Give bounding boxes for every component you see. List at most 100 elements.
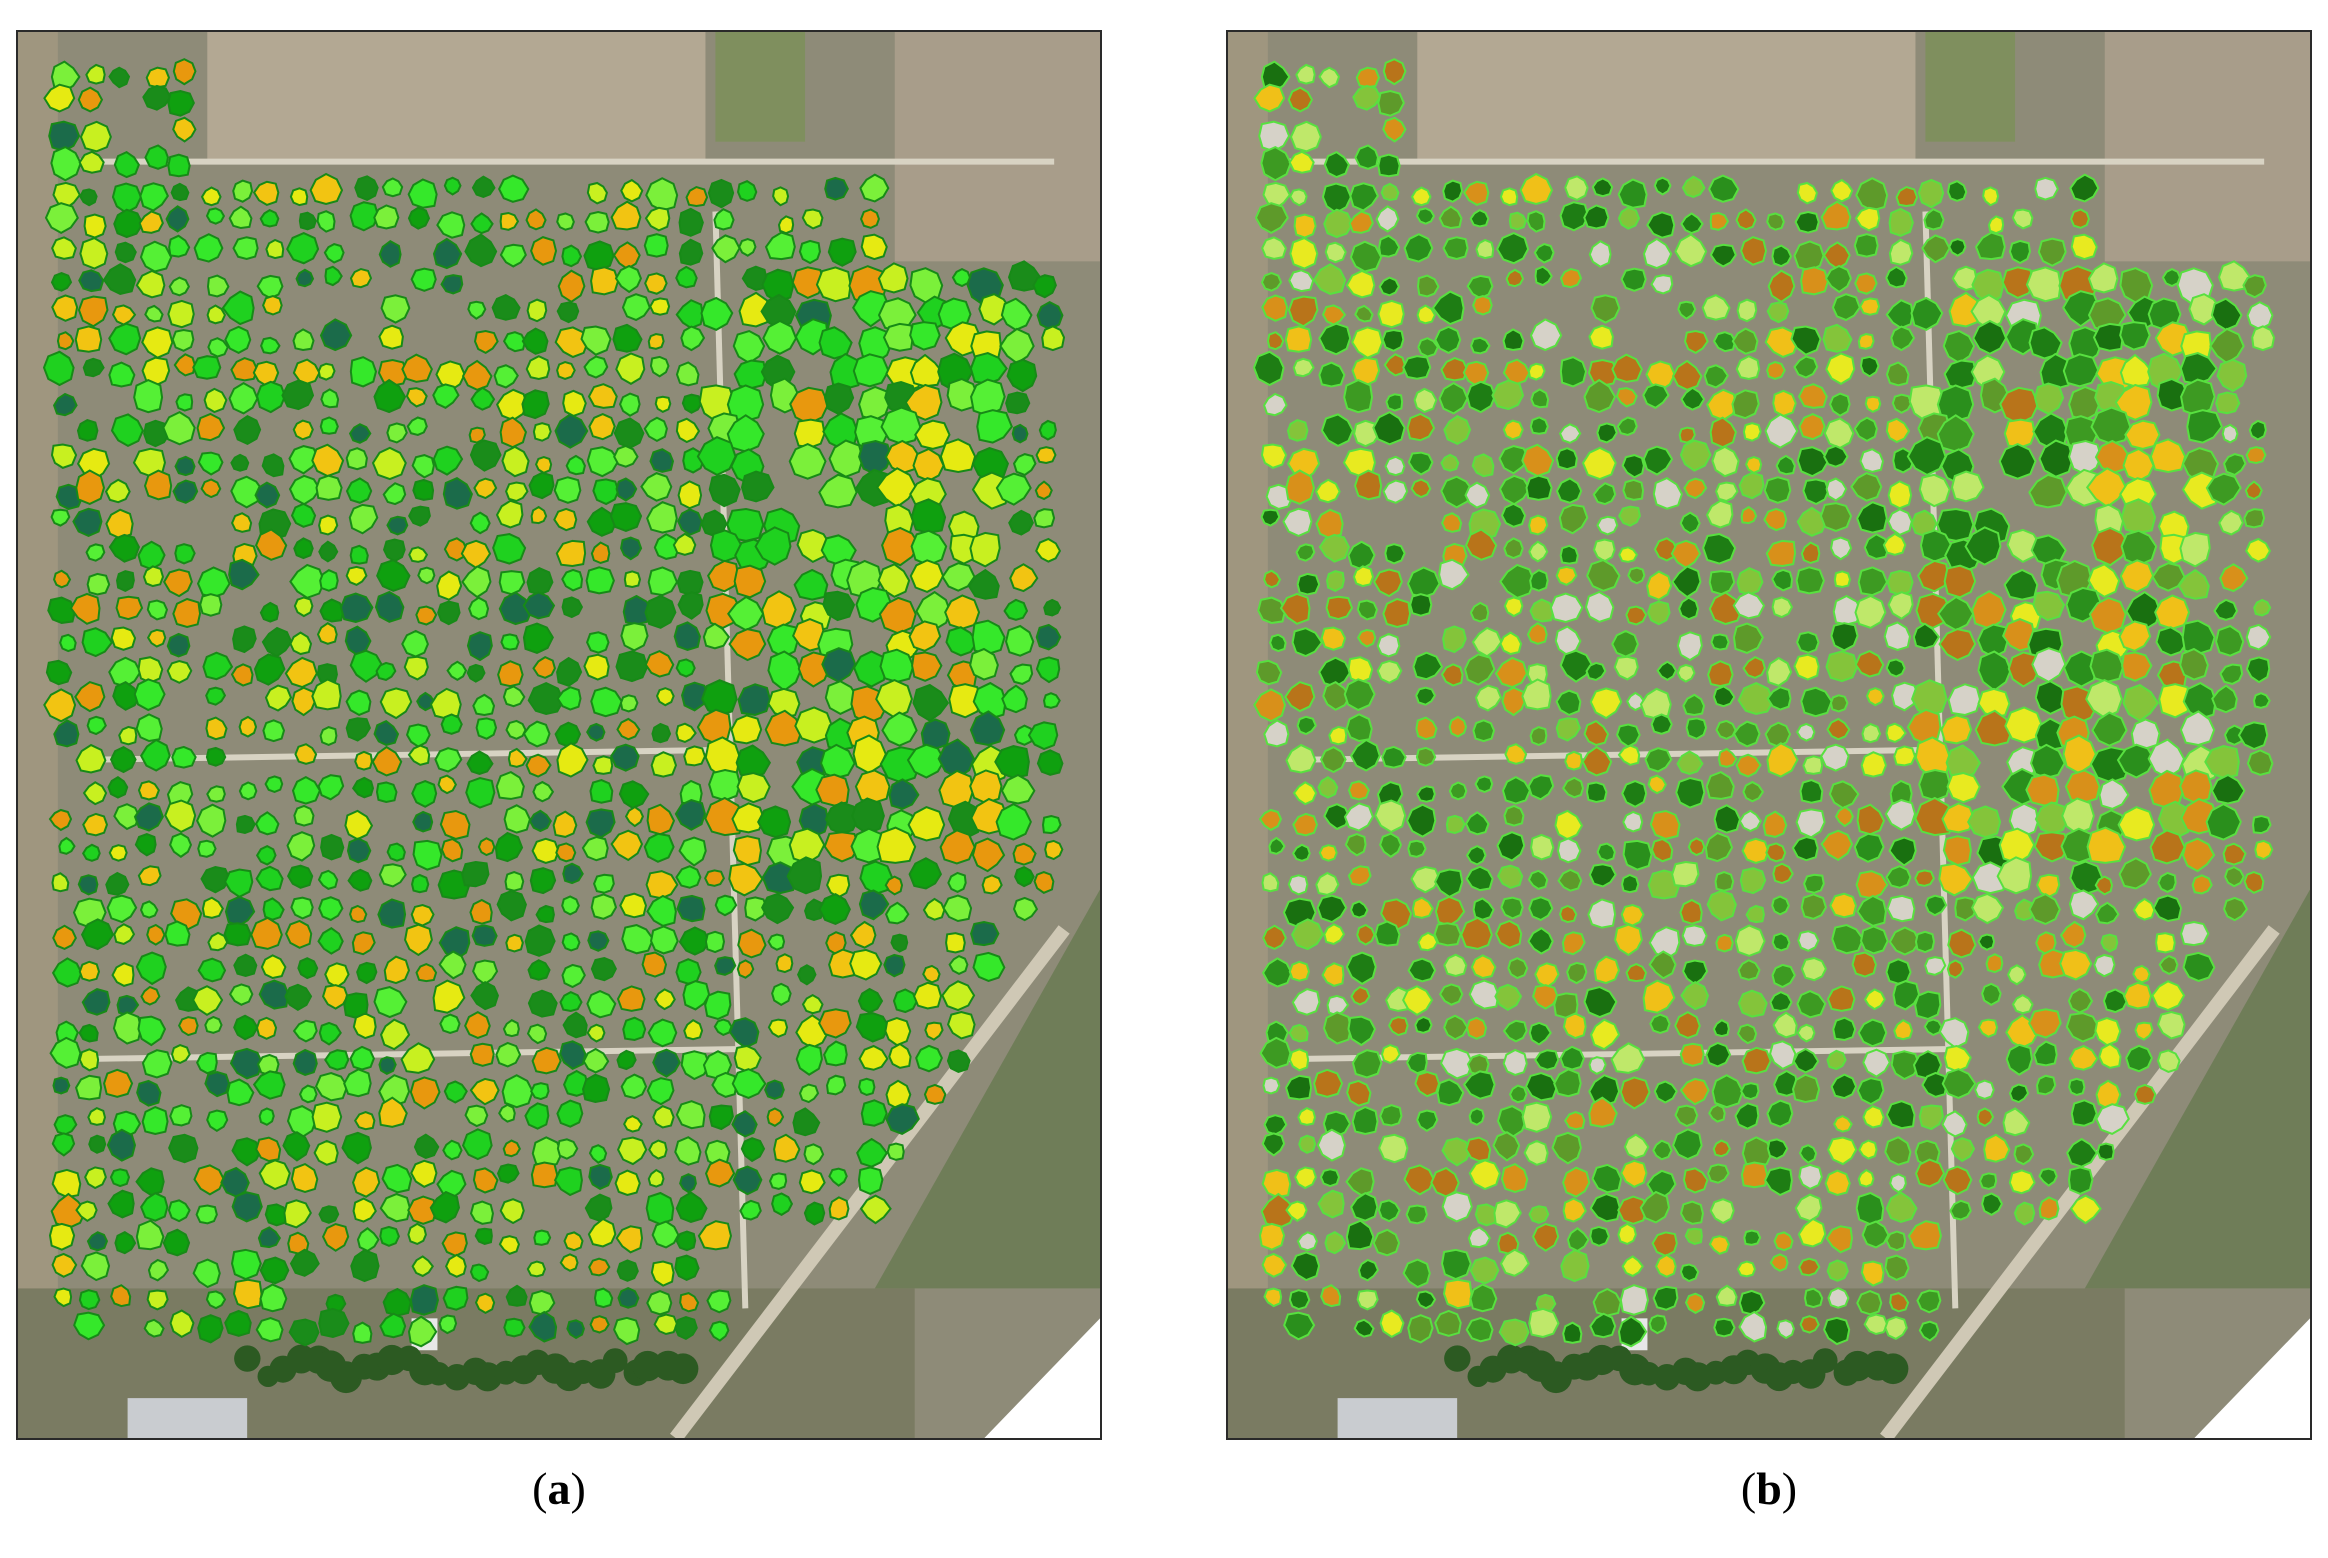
tree-crown (1503, 804, 1525, 827)
tree-crown (1670, 539, 1702, 570)
tree-crown (2098, 1042, 2122, 1069)
tree-crown (1684, 1227, 1703, 1246)
tree-crown (1823, 1316, 1851, 1346)
tree-crown (1679, 898, 1703, 925)
tree-crown (505, 719, 527, 740)
tree-crown (2124, 419, 2161, 450)
tree-crown (472, 1167, 499, 1194)
tree-crown (1406, 566, 1441, 599)
tree-crown (1923, 208, 1945, 231)
tree-crown (1469, 601, 1490, 623)
tree-crown (1971, 861, 2009, 895)
tree-crown (286, 232, 320, 265)
tree-crown (135, 951, 167, 986)
tree-crown (78, 960, 101, 982)
tree-crown (1985, 953, 2004, 974)
tree-crown (169, 1104, 193, 1127)
tree-crown (2007, 651, 2041, 688)
tree-crown (167, 90, 195, 117)
tree-crown (1937, 595, 1975, 632)
tree-crown (2149, 438, 2187, 473)
tree-crown (764, 231, 796, 261)
tree-crown (112, 1011, 142, 1045)
tree-crown (1441, 1137, 1473, 1167)
tree-crown (2252, 692, 2271, 709)
tree-crown (319, 569, 339, 592)
tree-crown (1534, 1049, 1560, 1071)
tree-crown (82, 812, 109, 837)
tree-crown (2001, 266, 2036, 300)
tree-crown (141, 326, 174, 359)
tree-crown (2121, 651, 2153, 682)
tree-crown (584, 1193, 613, 1223)
tree-crown (948, 683, 983, 719)
tree-crown (786, 856, 823, 895)
tree-crown (254, 481, 281, 509)
tree-crown (319, 416, 339, 435)
tree-crown (163, 568, 193, 598)
tree-crown (72, 507, 103, 538)
tree-crown (1441, 1191, 1473, 1223)
tree-crown (524, 924, 556, 957)
tree-crown (1581, 446, 1617, 481)
tree-crown (1976, 623, 2009, 659)
tree-crown (610, 829, 644, 862)
tree-crown (1826, 1259, 1849, 1282)
tree-crown (854, 769, 891, 804)
tree-crown (1705, 1041, 1732, 1068)
tree-crown (912, 447, 945, 482)
tree-crown (135, 713, 163, 743)
tree-crown (1472, 294, 1493, 316)
tree-crown (1653, 1080, 1678, 1104)
tree-crown (1387, 1016, 1409, 1037)
tree-crown (1790, 325, 1822, 356)
tree-crown (109, 1168, 131, 1188)
tree-crown (51, 294, 79, 322)
tree-crown (556, 301, 580, 324)
tree-crown (144, 144, 169, 170)
tree-crown (1855, 177, 1889, 212)
tree-crown (824, 717, 856, 751)
tree-crown (78, 1023, 99, 1043)
tree-crown (1290, 918, 1325, 951)
tree-crown (196, 412, 226, 442)
tree-crown (526, 298, 548, 323)
tree-crown (1709, 1198, 1735, 1225)
tree-crown (499, 243, 527, 268)
tree-crown (610, 200, 642, 231)
tree-crown (1648, 1314, 1668, 1335)
tree-crown (504, 870, 525, 892)
tree-row (667, 1353, 699, 1385)
tree-crown (971, 619, 1006, 655)
tree-crown (741, 265, 768, 292)
tree-crown (860, 233, 888, 261)
tree-crown (1035, 656, 1061, 684)
tree-crown (586, 506, 618, 537)
tree-crown (378, 240, 402, 268)
tree-crown (1262, 1076, 1281, 1095)
tree-crown (679, 1292, 700, 1313)
tree-crown (461, 1128, 493, 1161)
tree-crown (738, 238, 757, 257)
tree-crown (1382, 597, 1412, 629)
tree-crown (502, 685, 526, 708)
tree-crown (1646, 570, 1673, 601)
tree-crown (526, 1260, 547, 1278)
tree-crown (1771, 244, 1793, 268)
tree-crown (1701, 294, 1731, 321)
tree-crown (1385, 393, 1404, 412)
tree-crown (1732, 720, 1761, 748)
tree-crown (1917, 178, 1945, 209)
tree-crown (522, 622, 554, 655)
tree-crown (292, 1048, 318, 1076)
tree-crown (88, 1134, 107, 1154)
tree-crown (168, 276, 191, 297)
tree-crown (995, 472, 1032, 506)
tree-crown (205, 1290, 227, 1310)
tree-crown (1495, 919, 1523, 949)
tree-crown (616, 717, 641, 741)
tree-crown (672, 532, 697, 556)
tree-crown (2025, 773, 2060, 807)
tree-crown (2134, 1021, 2154, 1041)
tree-crown (647, 333, 665, 350)
